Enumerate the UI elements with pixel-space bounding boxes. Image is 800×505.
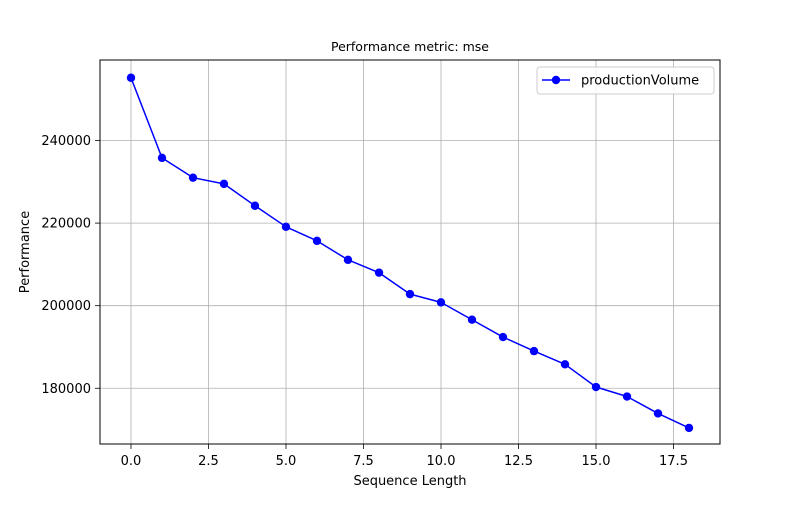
- x-tick-label: 15.0: [582, 454, 611, 469]
- x-axis-label: Sequence Length: [353, 474, 466, 489]
- legend: productionVolume: [536, 66, 715, 95]
- data-point: [374, 268, 384, 277]
- legend-entry-label: productionVolume: [581, 74, 699, 89]
- y-tick-label: 180000: [41, 382, 91, 397]
- data-point: [405, 289, 415, 299]
- x-tick-label: 0.0: [121, 454, 142, 469]
- plot-area-frame: [99, 59, 721, 445]
- x-tick-label: 5.0: [276, 454, 297, 469]
- x-tick-label: 2.5: [198, 454, 219, 469]
- x-axis-ticks: 0.0 2.5 5.0 7.5 10.0 12.5 15.0 17.5: [121, 444, 688, 469]
- legend-marker-swatch: [551, 75, 561, 85]
- x-tick-label: 7.5: [353, 454, 374, 469]
- data-point: [250, 201, 260, 210]
- y-tick-label: 220000: [41, 217, 91, 232]
- data-point: [560, 360, 570, 369]
- data-point: [157, 153, 167, 163]
- data-point: [684, 423, 694, 433]
- data-point: [467, 315, 477, 324]
- y-axis-ticks: 180000 200000 220000 240000: [41, 134, 100, 397]
- data-point: [591, 382, 601, 392]
- chart-title: Performance metric: mse: [331, 39, 489, 54]
- series-layer: [126, 73, 694, 433]
- x-tick-label: 17.5: [659, 454, 688, 469]
- data-point: [343, 255, 353, 265]
- data-point: [529, 346, 539, 356]
- x-tick-label: 10.0: [427, 454, 456, 469]
- data-point: [436, 298, 446, 307]
- data-point: [498, 332, 508, 342]
- data-point: [188, 173, 198, 182]
- y-tick-label: 200000: [41, 299, 91, 314]
- legend-box: [536, 66, 715, 95]
- data-point: [653, 409, 663, 418]
- data-point: [312, 236, 322, 246]
- y-axis-label: Performance: [18, 211, 33, 293]
- data-point: [219, 179, 229, 189]
- data-point: [622, 392, 632, 401]
- data-point: [126, 73, 136, 82]
- data-point: [281, 222, 291, 232]
- y-tick-label: 240000: [41, 134, 91, 149]
- x-tick-label: 12.5: [504, 454, 533, 469]
- grid: [100, 60, 720, 444]
